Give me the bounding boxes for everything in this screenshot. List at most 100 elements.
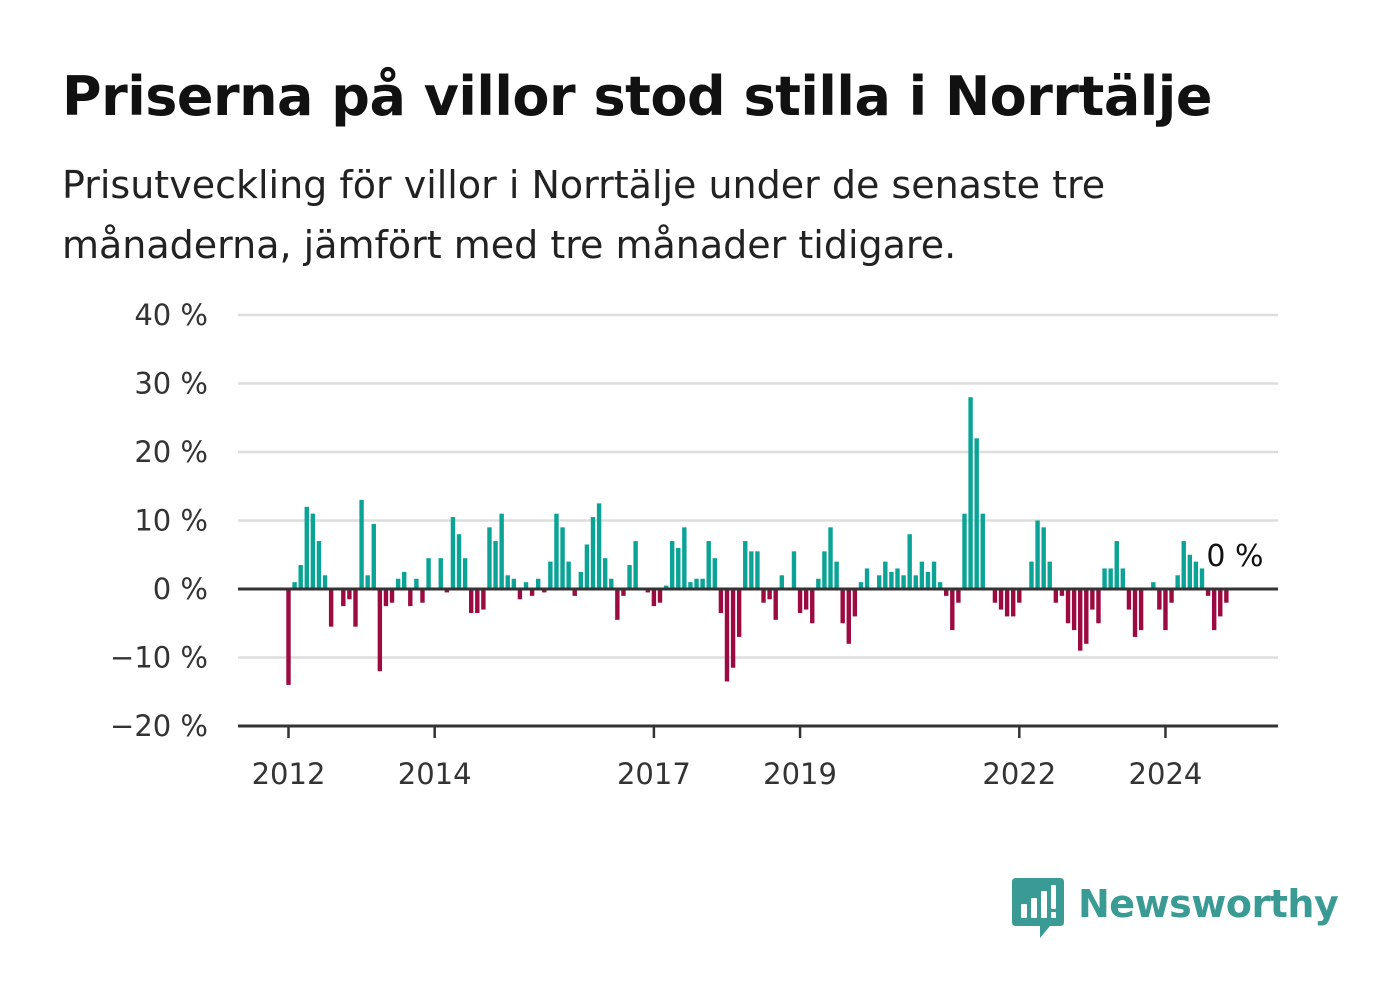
bar — [755, 551, 760, 589]
bar — [529, 589, 535, 596]
bar — [700, 578, 705, 589]
bar — [858, 582, 864, 589]
bar — [682, 527, 687, 589]
bar — [621, 589, 626, 596]
bar — [377, 589, 383, 672]
bar — [572, 589, 577, 596]
x-tick-label: 2024 — [1129, 757, 1203, 791]
bar — [615, 589, 620, 620]
bar — [554, 513, 559, 589]
bar — [864, 568, 870, 589]
bar — [1211, 589, 1217, 631]
bar — [779, 575, 784, 589]
bar — [1011, 589, 1016, 617]
bar — [389, 589, 395, 603]
bar — [328, 589, 334, 627]
bar — [724, 589, 730, 682]
bar — [1224, 589, 1229, 603]
bar — [365, 575, 370, 589]
bar — [950, 589, 955, 631]
bar — [694, 578, 699, 589]
bar — [992, 589, 998, 603]
brand-logo: Newsworthy — [1012, 878, 1339, 940]
bar — [663, 585, 669, 589]
bar — [286, 589, 291, 685]
bars — [286, 397, 1229, 685]
bar — [810, 589, 815, 624]
bar — [901, 575, 906, 589]
brand-name: Newsworthy — [1078, 882, 1339, 926]
chart-subtitle: Prisutveckling för villor i Norrtälje un… — [62, 163, 1106, 267]
bar — [566, 561, 571, 589]
bar — [1047, 561, 1052, 589]
x-axis-ticks: 2012 2014 2017 2019 2022 2024 — [252, 726, 1203, 791]
bar — [438, 558, 443, 589]
bar — [395, 578, 401, 589]
bar — [1126, 589, 1132, 610]
bar — [877, 575, 882, 589]
bar — [895, 568, 900, 589]
bar — [669, 541, 675, 589]
bar — [1120, 568, 1126, 589]
bar — [493, 541, 498, 589]
bar — [1108, 568, 1113, 589]
bar — [414, 578, 419, 589]
bar — [1084, 589, 1089, 644]
bar — [1199, 568, 1205, 589]
bar — [353, 589, 358, 627]
bar — [548, 561, 553, 589]
bar — [456, 534, 462, 589]
bar — [584, 544, 590, 589]
bar — [1053, 589, 1059, 603]
bar — [1029, 561, 1034, 589]
bar — [609, 578, 614, 589]
bar — [803, 589, 809, 610]
bar — [341, 589, 346, 607]
bar — [481, 589, 486, 610]
bar — [931, 561, 937, 589]
bar — [676, 547, 681, 589]
bar — [846, 589, 851, 644]
bar — [475, 589, 480, 613]
bar — [749, 551, 754, 589]
bar — [944, 589, 949, 596]
y-tick-label: 10 % — [134, 504, 208, 538]
bar — [919, 561, 925, 589]
y-tick-label: 40 % — [134, 298, 208, 332]
bar — [998, 589, 1004, 610]
bar — [767, 589, 772, 600]
bar — [1102, 568, 1107, 589]
y-tick-label: 30 % — [134, 367, 208, 401]
bar — [542, 589, 547, 593]
bar — [791, 551, 797, 589]
bar — [828, 527, 833, 589]
bar — [968, 397, 973, 589]
bar — [730, 589, 736, 668]
bar — [1004, 589, 1010, 617]
bar — [773, 589, 778, 620]
bar — [907, 534, 912, 589]
x-tick-label: 2017 — [617, 757, 691, 791]
bar — [505, 575, 510, 589]
bar — [834, 561, 839, 589]
bar — [1096, 589, 1101, 624]
bar — [469, 589, 474, 613]
bar — [1163, 589, 1168, 631]
bar — [718, 589, 724, 613]
bar — [359, 499, 364, 589]
bar — [1169, 589, 1174, 603]
gridlines — [238, 313, 1278, 659]
y-tick-label: −20 % — [110, 709, 208, 743]
bar — [1078, 589, 1083, 651]
bar — [797, 589, 803, 613]
bar — [925, 571, 931, 590]
newsworthy-logo-icon — [1012, 878, 1064, 938]
bar — [347, 589, 352, 600]
bar — [560, 527, 565, 589]
bar — [974, 438, 979, 589]
bar — [1065, 589, 1071, 624]
x-tick-label: 2012 — [252, 757, 326, 791]
bar — [450, 517, 456, 589]
bar — [980, 513, 985, 589]
